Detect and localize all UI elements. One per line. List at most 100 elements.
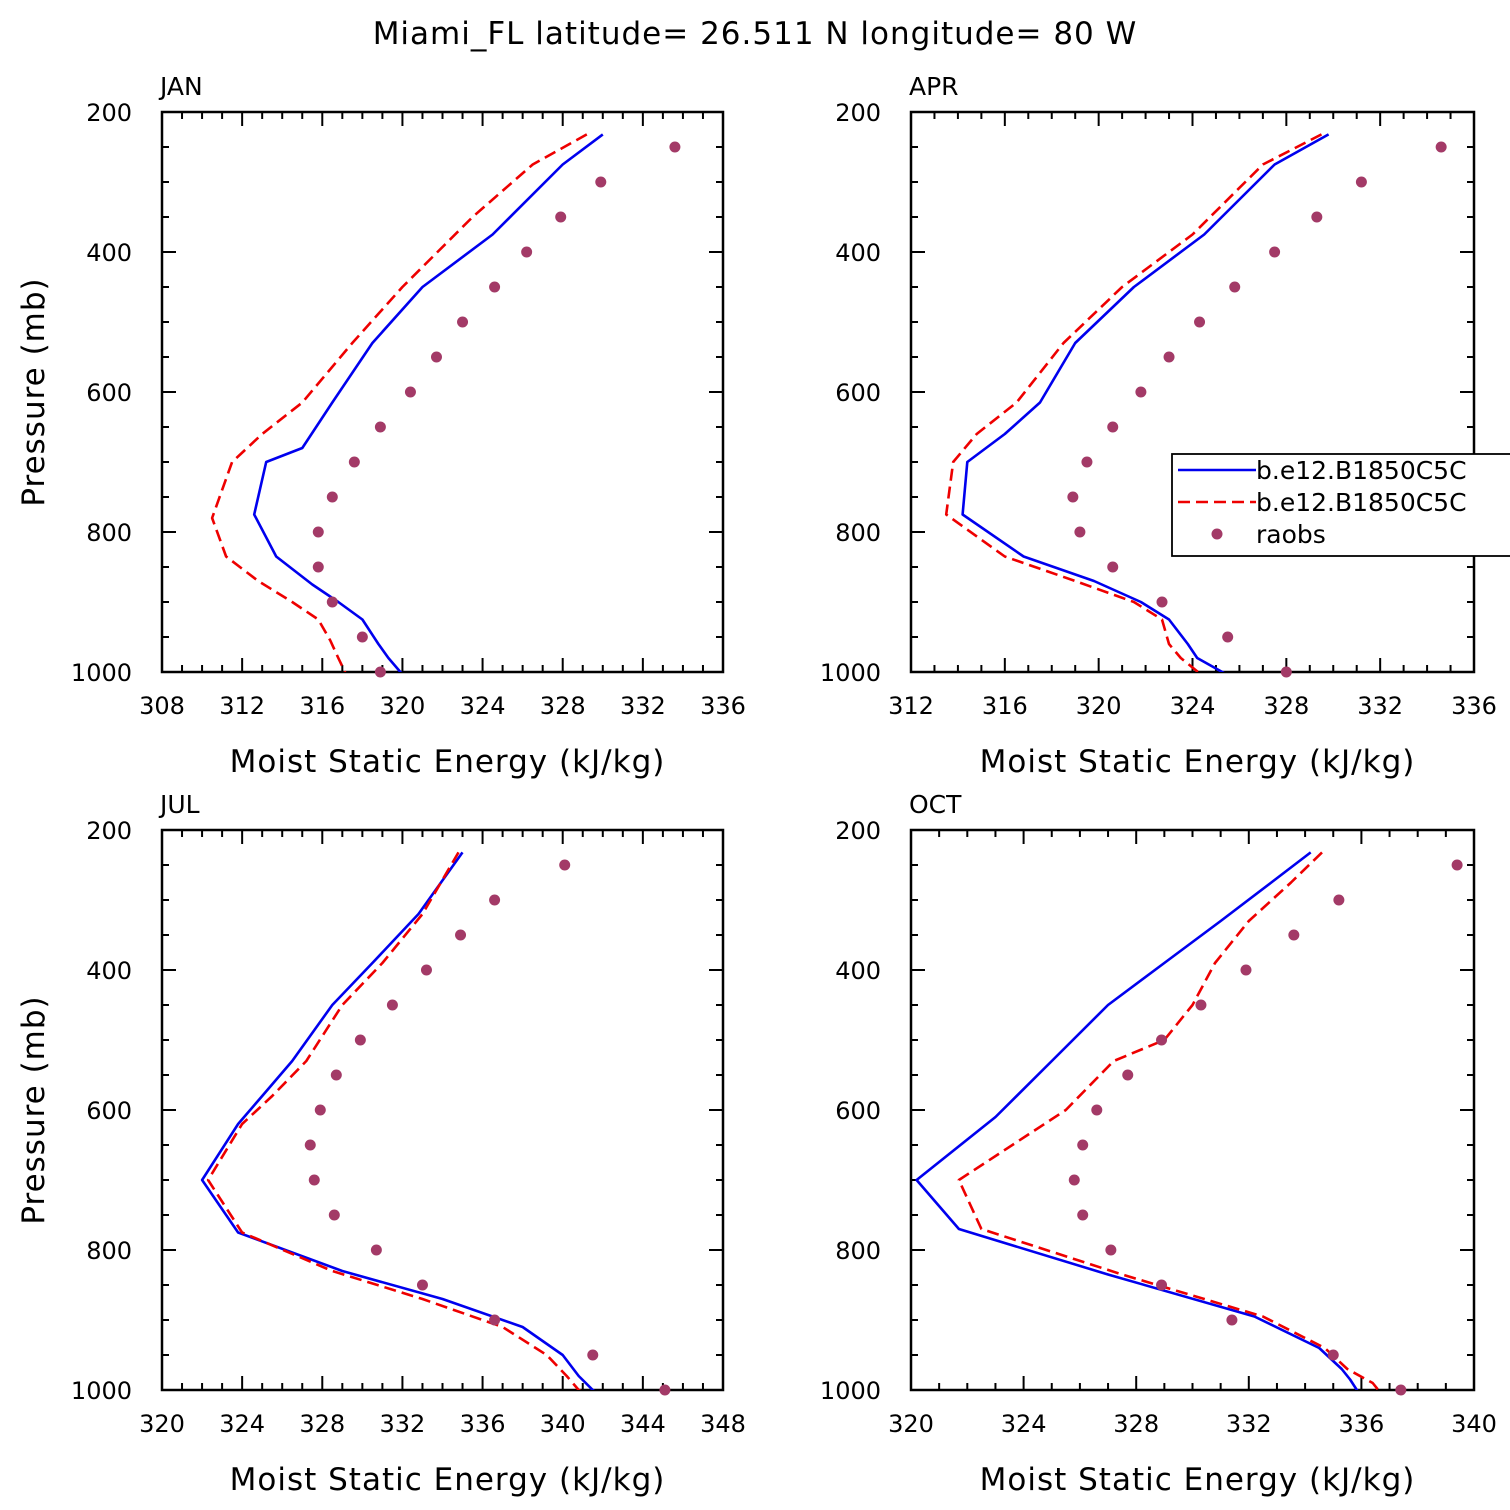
y-tick-label: 600 (86, 1097, 132, 1125)
raobs-point (326, 491, 338, 503)
raobs-point (1068, 1174, 1080, 1186)
raobs-point (1194, 316, 1206, 328)
x-tick-label: 336 (700, 692, 746, 720)
raobs-point (1081, 456, 1093, 468)
raobs-point (1067, 491, 1079, 503)
raobs-point (312, 526, 324, 538)
panel-apr: 312 316 320 324 328 332 336 200 400 600 800 1000 APR… (820, 72, 1497, 780)
x-tick-label: 332 (1357, 692, 1403, 720)
x-tick-label: 316 (299, 692, 345, 720)
raobs-point (1156, 596, 1168, 608)
x-tick-label: 328 (299, 1410, 345, 1438)
x-tick-label: 312 (219, 692, 265, 720)
raobs-point (521, 246, 533, 258)
x-tick-label: 308 (139, 692, 185, 720)
raobs-point (374, 666, 386, 678)
raobs-point (1435, 141, 1447, 153)
panel-oct: 320 324 328 332 336 340 200 400 600 800 1000 OCT Moi… (820, 790, 1497, 1498)
x-tick-label: 340 (1451, 1410, 1497, 1438)
series-line-solid (200, 851, 596, 1390)
raobs-point (555, 211, 567, 223)
raobs-point (1451, 859, 1463, 871)
y-tick-label: 200 (86, 99, 132, 127)
raobs-point (1240, 964, 1252, 976)
x-axis-label: Moist Static Energy (kJ/kg) (230, 1462, 666, 1498)
series-line-dashed (957, 851, 1380, 1390)
plot-frame (909, 110, 1476, 674)
raobs-point (1077, 1209, 1089, 1221)
panel-label: OCT (909, 790, 962, 819)
y-tick-label: 200 (835, 99, 881, 127)
legend: b.e12.B1850C5C b.e12.B1850C5C raobs (1171, 453, 1510, 557)
raobs-point (1195, 999, 1207, 1011)
x-tick-label: 324 (1170, 692, 1216, 720)
raobs-point (1226, 1314, 1238, 1326)
raobs-point (304, 1139, 316, 1151)
raobs-point (430, 351, 442, 363)
x-tick-label: 320 (888, 1410, 934, 1438)
y-tick-label: 800 (86, 519, 132, 547)
y-tick-label: 1000 (820, 1377, 881, 1405)
y-tick-label: 200 (835, 817, 881, 845)
x-axis-label: Moist Static Energy (kJ/kg) (980, 744, 1416, 780)
x-tick-label: 348 (700, 1410, 746, 1438)
y-tick-label: 400 (835, 239, 881, 267)
plot-frame (160, 110, 725, 674)
raobs-point (489, 1314, 501, 1326)
x-tick-label: 328 (540, 692, 586, 720)
raobs-point (1105, 1244, 1117, 1256)
x-tick-label: 316 (982, 692, 1028, 720)
raobs-point (1091, 1104, 1103, 1116)
y-tick-label: 800 (86, 1237, 132, 1265)
raobs-point (370, 1244, 382, 1256)
raobs-point (1077, 1139, 1089, 1151)
x-tick-label: 320 (380, 692, 426, 720)
raobs-point (1333, 894, 1345, 906)
raobs-point (314, 1104, 326, 1116)
raobs-point (1107, 561, 1119, 573)
x-tick-label: 344 (620, 1410, 666, 1438)
raobs-point (559, 859, 571, 871)
series-line-solid (961, 133, 1330, 672)
x-tick-label: 324 (1001, 1410, 1047, 1438)
legend-marker (1211, 528, 1223, 540)
panel-jan: 308 312 316 320 324 328 332 336 200 400 600 800 1000… (16, 72, 746, 780)
raobs-point (1156, 1034, 1168, 1046)
x-axis-label: Moist Static Energy (kJ/kg) (980, 1462, 1416, 1498)
raobs-point (326, 596, 338, 608)
y-tick-label: 1000 (820, 659, 881, 687)
x-tick-label: 320 (139, 1410, 185, 1438)
x-tick-label: 332 (1226, 1410, 1272, 1438)
legend-label: raobs (1256, 520, 1326, 549)
x-tick-label: 340 (540, 1410, 586, 1438)
y-tick-label: 400 (835, 957, 881, 985)
panel-jul: 320 324 328 332 336 340 344 348 200 400 600 800 1000… (16, 790, 746, 1498)
raobs-point (1156, 1279, 1168, 1291)
raobs-point (1269, 246, 1281, 258)
raobs-point (455, 929, 467, 941)
raobs-point (1327, 1349, 1339, 1361)
x-tick-label: 328 (1263, 692, 1309, 720)
raobs-point (489, 894, 501, 906)
raobs-point (1163, 351, 1175, 363)
raobs-point (489, 281, 501, 293)
x-tick-label: 336 (460, 1410, 506, 1438)
main-title: Miami_FL latitude= 26.511 N longitude= 8… (373, 16, 1138, 52)
raobs-point (595, 176, 607, 188)
y-tick-label: 600 (835, 1097, 881, 1125)
raobs-point (1288, 929, 1300, 941)
raobs-point (356, 631, 368, 643)
y-tick-label: 1000 (71, 1377, 132, 1405)
x-tick-label: 312 (888, 692, 934, 720)
raobs-point (1355, 176, 1367, 188)
series-line-solid (252, 133, 604, 672)
raobs-point (669, 141, 681, 153)
y-axis-label: Pressure (mb) (16, 277, 52, 506)
series-line-dashed (210, 133, 588, 672)
raobs-point (330, 1069, 342, 1081)
x-tick-label: 336 (1338, 1410, 1384, 1438)
raobs-point (457, 316, 469, 328)
raobs-point (1311, 211, 1323, 223)
raobs-point (404, 386, 416, 398)
raobs-point (420, 964, 432, 976)
